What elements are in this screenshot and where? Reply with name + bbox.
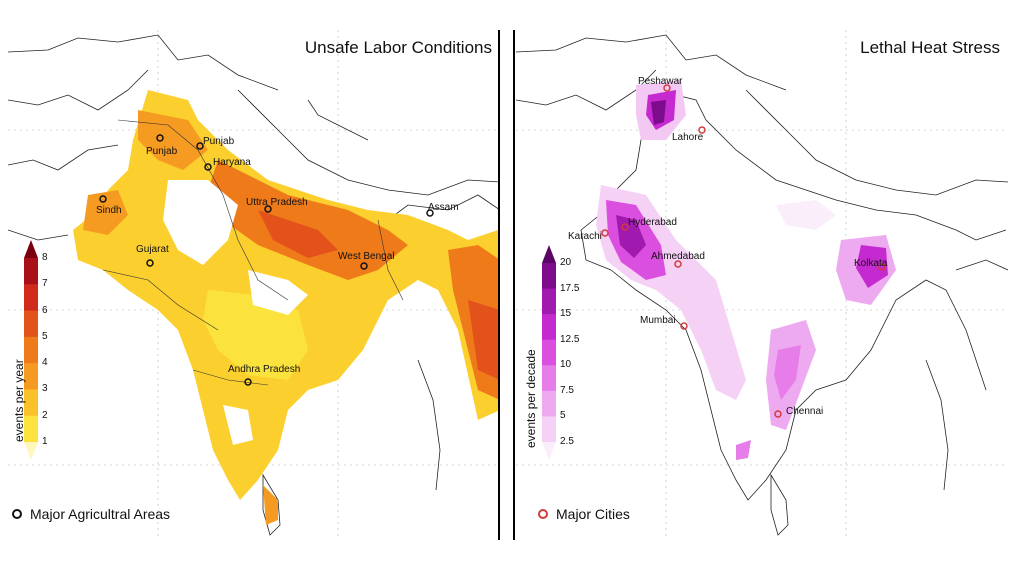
lethal-heat-colorbar-tick: 17.5	[560, 282, 580, 294]
lethal-heat-colorbar-band	[542, 339, 556, 366]
marker-kolkata	[878, 263, 886, 271]
marker-punjab-pk	[156, 134, 164, 142]
unsafe-labor-colorbar-band	[24, 284, 38, 312]
label-mumbai: Mumbai	[640, 315, 676, 326]
label-chennai: Chennai	[786, 406, 823, 417]
lethal-heat-colorbar-label: events per decade	[524, 349, 538, 448]
lethal-heat-colorbar-band	[542, 245, 556, 263]
lethal-heat-colorbar-bands	[542, 245, 556, 460]
unsafe-labor-colorbar-tick: 6	[42, 304, 48, 316]
label-peshawar: Peshawar	[638, 76, 683, 87]
unsafe-labor-colorbar-band	[24, 336, 38, 364]
marker-west-bengal	[360, 262, 368, 270]
label-punjab-pk: Punjab	[146, 146, 178, 157]
lethal-heat-colorbar-tick: 10	[560, 359, 572, 371]
lethal-heat-colorbar-band	[542, 416, 556, 443]
lethal-heat-map: Peshawar Lahore Hyderabad Karachi Ahmeda…	[516, 30, 1008, 540]
marker-haryana	[204, 163, 212, 171]
cities-legend: Major Cities	[538, 506, 630, 522]
marker-karachi	[601, 229, 609, 237]
unsafe-labor-colorbar-tick: 7	[42, 278, 48, 290]
marker-mumbai	[680, 322, 688, 330]
unsafe-labor-colorbar-tick: 8	[42, 252, 48, 263]
unsafe-labor-colorbar-bands	[24, 240, 38, 460]
agri-area-markers	[99, 134, 434, 386]
unsafe-labor-map-panel: Punjab Punjab Haryana Sindh Uttra Prades…	[8, 30, 500, 540]
marker-chennai	[774, 410, 782, 418]
marker-uttra-pradesh	[264, 205, 272, 213]
country-borders	[8, 34, 500, 536]
lethal-heat-colorbar-band	[542, 390, 556, 417]
agri-area-labels: Punjab Punjab Haryana Sindh Uttra Prades…	[96, 136, 459, 375]
unsafe-labor-colorbar-band	[24, 389, 38, 417]
marker-andhra-pradesh	[244, 378, 252, 386]
lethal-heat-title: Lethal Heat Stress	[860, 38, 1000, 57]
city-marker-legend-icon	[538, 509, 548, 519]
label-west-bengal: West Bengal	[338, 251, 395, 262]
label-uttra-pradesh: Uttra Pradesh	[246, 197, 308, 208]
marker-lahore	[698, 126, 706, 134]
label-andhra-pradesh: Andhra Pradesh	[228, 364, 300, 375]
city-labels: Peshawar Lahore Hyderabad Karachi Ahmeda…	[568, 76, 888, 417]
unsafe-labor-colorbar-tick: 4	[42, 357, 48, 369]
unsafe-labor-colorbar-tick: 2	[42, 409, 48, 421]
cities-legend-text: Major Cities	[556, 506, 630, 522]
lethal-heat-colorbar-tick: 7.5	[560, 384, 574, 396]
label-haryana: Haryana	[213, 157, 251, 168]
city-markers	[601, 84, 886, 418]
state-borders	[102, 119, 404, 386]
unsafe-labor-heat-fill	[73, 90, 500, 525]
label-gujarat: Gujarat	[136, 244, 169, 255]
unsafe-labor-colorbar-tick: 5	[42, 330, 48, 342]
marker-sindh	[99, 195, 107, 203]
marker-hyderabad	[621, 223, 629, 231]
left-panel-divider	[498, 30, 500, 540]
lethal-heat-colorbar-band	[542, 263, 556, 290]
unsafe-labor-colorbar-tick: 3	[42, 383, 48, 395]
agri-marker-legend-icon	[12, 509, 22, 519]
unsafe-labor-title: Unsafe Labor Conditions	[304, 38, 492, 57]
label-punjab-in: Punjab	[203, 136, 235, 147]
country-borders	[516, 34, 1008, 536]
lethal-heat-colorbar-band	[542, 314, 556, 341]
lethal-heat-colorbar-tick: 20	[560, 257, 572, 268]
unsafe-labor-map: Punjab Punjab Haryana Sindh Uttra Prades…	[8, 30, 500, 540]
label-ahmedabad: Ahmedabad	[651, 251, 705, 262]
agri-areas-legend: Major Agricultral Areas	[12, 506, 170, 522]
marker-peshawar	[663, 84, 671, 92]
label-hyderabad: Hyderabad	[628, 217, 677, 228]
label-assam: Assam	[428, 202, 459, 213]
label-karachi: Karachi	[568, 231, 602, 242]
agri-areas-legend-text: Major Agricultral Areas	[30, 506, 171, 522]
label-lahore: Lahore	[672, 132, 704, 143]
marker-ahmedabad	[674, 260, 682, 268]
lethal-heat-colorbar-tick: 15	[560, 308, 572, 320]
unsafe-labor-colorbar-band	[24, 258, 38, 285]
unsafe-labor-colorbar-label: events per year	[12, 359, 26, 442]
unsafe-labor-colorbar-band	[24, 363, 38, 390]
marker-punjab-in	[196, 142, 204, 150]
unsafe-labor-colorbar-band	[24, 310, 38, 338]
lethal-heat-colorbar-tick: 5	[560, 410, 566, 422]
label-sindh: Sindh	[96, 205, 122, 216]
marker-gujarat	[146, 259, 154, 267]
lethal-heat-colorbar-band	[542, 442, 556, 460]
lethal-heat-fill	[596, 80, 896, 460]
unsafe-labor-colorbar	[24, 240, 38, 460]
lethal-heat-colorbar-tick: 2.5	[560, 436, 574, 447]
unsafe-labor-colorbar-band	[24, 240, 38, 258]
unsafe-labor-colorbar-band	[24, 415, 38, 443]
lethal-heat-map-panel: Peshawar Lahore Hyderabad Karachi Ahmeda…	[516, 30, 1008, 540]
right-panel-divider	[513, 30, 515, 540]
unsafe-labor-colorbar-band	[24, 442, 38, 460]
unsafe-labor-colorbar-tick: 1	[42, 436, 48, 447]
lethal-heat-colorbar-tick: 12.5	[560, 333, 580, 345]
lethal-heat-colorbar	[542, 245, 556, 460]
lethal-heat-colorbar-band	[542, 365, 556, 392]
marker-assam	[426, 209, 434, 217]
lethal-heat-colorbar-band	[542, 288, 556, 315]
label-kolkata: Kolkata	[854, 258, 888, 269]
